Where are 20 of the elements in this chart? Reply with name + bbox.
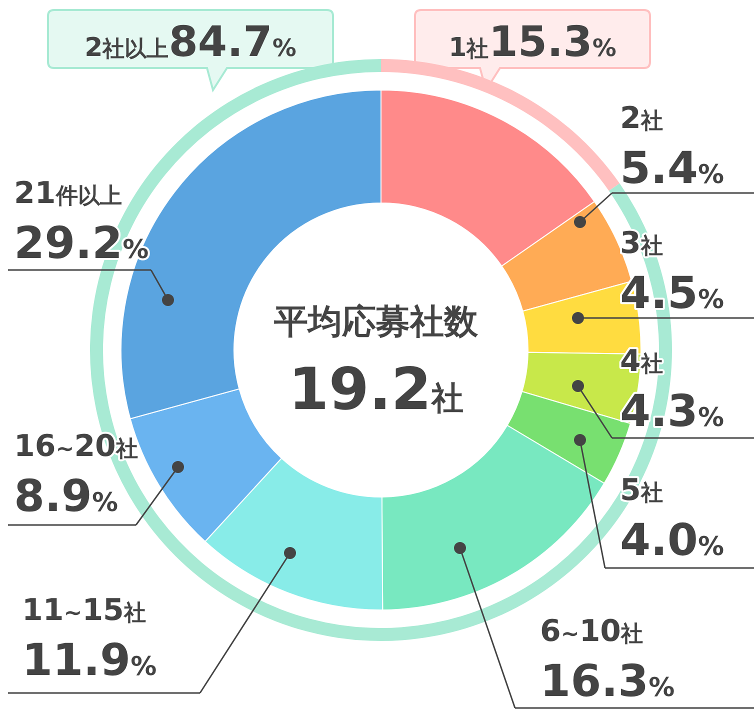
slice-label: 21件以上	[14, 176, 122, 211]
slice-label: 1社	[448, 33, 489, 63]
data-label: 84.7%	[168, 17, 296, 66]
slice-label: 2社以上	[84, 33, 169, 63]
slice-label: 5社	[620, 473, 663, 508]
text: 平均応募社数	[273, 302, 479, 342]
data-label: 4.0%	[620, 515, 724, 566]
slice-label: 2社	[620, 101, 663, 136]
slice-label: 16~20社	[14, 429, 138, 464]
text: 19.2社	[288, 355, 464, 423]
slice-label: 11~15社	[22, 593, 146, 628]
data-label: 8.9%	[14, 471, 118, 522]
data-label: 11.9%	[22, 635, 157, 686]
slice-label: 3社	[620, 226, 663, 261]
data-label: 16.3%	[540, 656, 675, 707]
data-label: 5.4%	[620, 143, 724, 194]
data-label: 15.3%	[488, 17, 616, 66]
donut-slice	[381, 59, 620, 191]
slice-label: 6~10社	[540, 614, 644, 649]
slice-label: 4社	[620, 344, 663, 379]
